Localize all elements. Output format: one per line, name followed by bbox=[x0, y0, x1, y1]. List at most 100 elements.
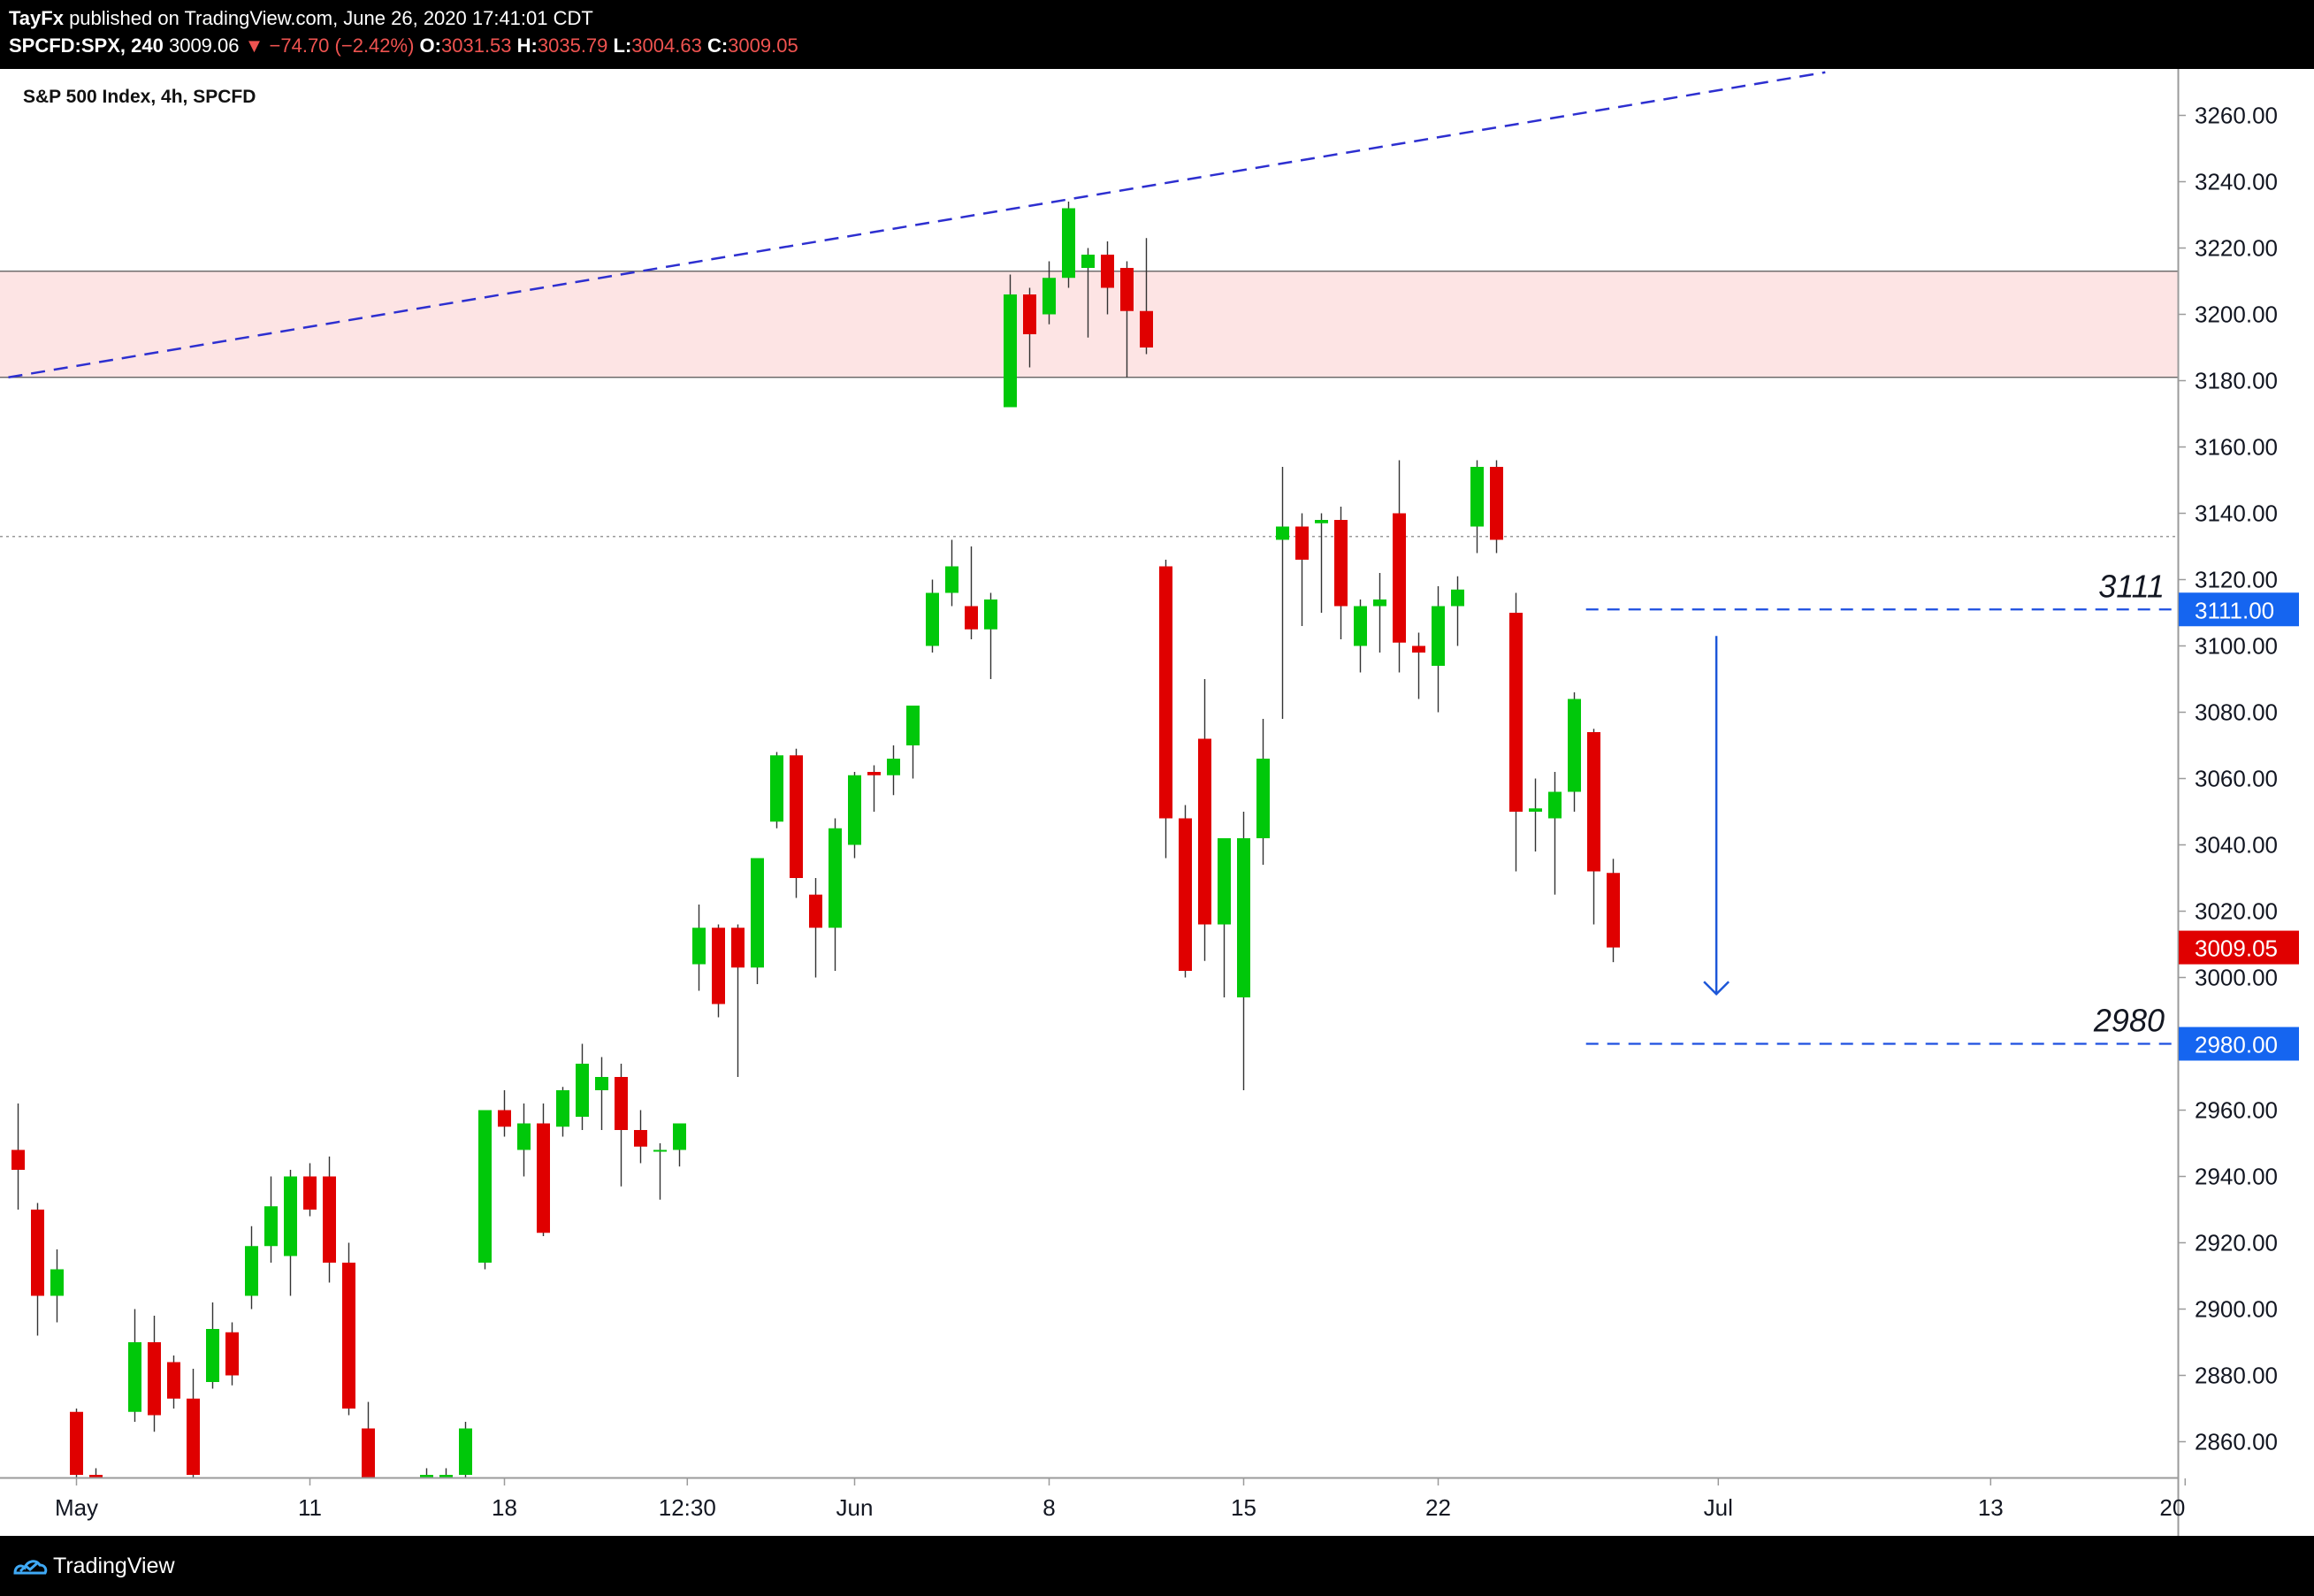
target-level-axis-label-1: 2980.00 bbox=[2195, 1032, 2278, 1058]
price-tick-label: 2880.00 bbox=[2195, 1363, 2278, 1389]
candle-down[interactable] bbox=[148, 1342, 161, 1416]
symbol-label[interactable]: SPCFD:SPX, 240 bbox=[9, 34, 164, 57]
price-tick-label: 3240.00 bbox=[2195, 169, 2278, 195]
target-level-axis-badge-0 bbox=[2179, 592, 2299, 627]
candle-up[interactable] bbox=[1276, 526, 1289, 540]
author-name[interactable]: TayFx bbox=[9, 7, 64, 29]
candle-down[interactable] bbox=[615, 1077, 628, 1130]
candle-up[interactable] bbox=[478, 1110, 492, 1264]
candle-down[interactable] bbox=[1607, 873, 1620, 948]
candle-down[interactable] bbox=[498, 1110, 511, 1127]
candle-down[interactable] bbox=[342, 1263, 355, 1409]
candle-up[interactable] bbox=[1529, 808, 1542, 812]
candle-up[interactable] bbox=[1315, 520, 1328, 523]
candle-down[interactable] bbox=[712, 928, 725, 1004]
candle-up[interactable] bbox=[284, 1176, 297, 1256]
candle-down[interactable] bbox=[1490, 467, 1503, 540]
candle-down[interactable] bbox=[11, 1149, 25, 1171]
candle-down[interactable] bbox=[1295, 526, 1309, 561]
candle-up[interactable] bbox=[1470, 467, 1484, 527]
candle-down[interactable] bbox=[1393, 513, 1406, 643]
candle-up[interactable] bbox=[1256, 759, 1270, 838]
candle-up[interactable] bbox=[887, 759, 900, 775]
tradingview-logo-icon[interactable] bbox=[12, 1554, 48, 1578]
candle-down[interactable] bbox=[187, 1398, 200, 1475]
time-axis[interactable] bbox=[0, 1478, 2178, 1536]
candle-down[interactable] bbox=[1159, 566, 1172, 819]
candle-up[interactable] bbox=[906, 706, 920, 745]
candle-down[interactable] bbox=[1140, 310, 1153, 347]
candle-up[interactable] bbox=[673, 1123, 686, 1150]
ohlc-legend: SPCFD:SPX, 240 3009.06 ▼ −74.70 (−2.42%)… bbox=[9, 34, 798, 57]
candle-up[interactable] bbox=[439, 1475, 453, 1482]
candle-up[interactable] bbox=[1081, 255, 1095, 268]
price-tick-label: 3040.00 bbox=[2195, 832, 2278, 859]
candle-up[interactable] bbox=[1354, 606, 1367, 646]
high-value: 3035.79 bbox=[537, 34, 608, 57]
candle-up[interactable] bbox=[770, 755, 783, 822]
tradingview-brand[interactable]: TradingView bbox=[53, 1554, 175, 1578]
candle-up[interactable] bbox=[206, 1329, 219, 1382]
candle-down[interactable] bbox=[1120, 268, 1134, 311]
candle-up[interactable] bbox=[517, 1123, 531, 1150]
candle-up[interactable] bbox=[984, 599, 997, 630]
candle-up[interactable] bbox=[1218, 838, 1231, 925]
candle-up[interactable] bbox=[945, 566, 958, 593]
candle-up[interactable] bbox=[128, 1342, 141, 1412]
candle-up[interactable] bbox=[595, 1077, 608, 1090]
candle-down[interactable] bbox=[1509, 613, 1523, 812]
candle-down[interactable] bbox=[1412, 645, 1425, 653]
candle-down[interactable] bbox=[1198, 738, 1211, 925]
resistance-zone[interactable] bbox=[0, 271, 2178, 378]
candle-up[interactable] bbox=[1568, 699, 1581, 792]
close-label: C: bbox=[706, 34, 729, 57]
candle-up[interactable] bbox=[1548, 791, 1562, 819]
candle-down[interactable] bbox=[809, 894, 822, 928]
candle-down[interactable] bbox=[1587, 732, 1600, 872]
last-price: 3009.06 bbox=[168, 34, 240, 57]
candle-up[interactable] bbox=[829, 828, 842, 928]
time-tick-label: 15 bbox=[1231, 1494, 1256, 1521]
candle-up[interactable] bbox=[556, 1090, 569, 1127]
candle-down[interactable] bbox=[1023, 294, 1036, 334]
candle-up[interactable] bbox=[1451, 589, 1464, 607]
candle-up[interactable] bbox=[576, 1064, 589, 1117]
candle-up[interactable] bbox=[1237, 838, 1250, 997]
candle-down[interactable] bbox=[1101, 255, 1114, 288]
candle-up[interactable] bbox=[926, 592, 939, 646]
candle-down[interactable] bbox=[225, 1332, 239, 1376]
candle-down[interactable] bbox=[70, 1411, 83, 1475]
candle-up[interactable] bbox=[264, 1206, 278, 1247]
candle-down[interactable] bbox=[323, 1176, 336, 1264]
candle-up[interactable] bbox=[50, 1269, 64, 1296]
candle-down[interactable] bbox=[303, 1176, 317, 1210]
candle-up[interactable] bbox=[653, 1149, 667, 1152]
candle-up[interactable] bbox=[1004, 294, 1017, 408]
candle-down[interactable] bbox=[89, 1475, 103, 1488]
candle-down[interactable] bbox=[167, 1362, 180, 1399]
candle-up[interactable] bbox=[1373, 599, 1386, 607]
candle-down[interactable] bbox=[1179, 818, 1192, 972]
trendline[interactable] bbox=[8, 71, 1826, 378]
time-tick-label: 11 bbox=[298, 1494, 322, 1521]
candle-up[interactable] bbox=[420, 1475, 433, 1488]
candle-down[interactable] bbox=[1334, 520, 1348, 607]
candle-up[interactable] bbox=[692, 928, 706, 965]
candle-up[interactable] bbox=[459, 1428, 472, 1476]
candle-up[interactable] bbox=[751, 858, 764, 968]
candle-down[interactable] bbox=[867, 772, 881, 775]
candle-up[interactable] bbox=[1432, 606, 1445, 667]
candle-down[interactable] bbox=[31, 1210, 44, 1296]
candle-up[interactable] bbox=[1042, 278, 1056, 315]
candle-down[interactable] bbox=[731, 928, 745, 968]
time-tick-label: 12:30 bbox=[659, 1494, 716, 1521]
candle-down[interactable] bbox=[790, 755, 803, 878]
candle-up[interactable] bbox=[848, 775, 861, 845]
candle-down[interactable] bbox=[362, 1428, 375, 1489]
candle-down[interactable] bbox=[537, 1123, 550, 1233]
candle-down[interactable] bbox=[965, 606, 978, 630]
candle-up[interactable] bbox=[245, 1246, 258, 1296]
candle-up[interactable] bbox=[1062, 208, 1075, 279]
candle-down[interactable] bbox=[634, 1130, 647, 1147]
